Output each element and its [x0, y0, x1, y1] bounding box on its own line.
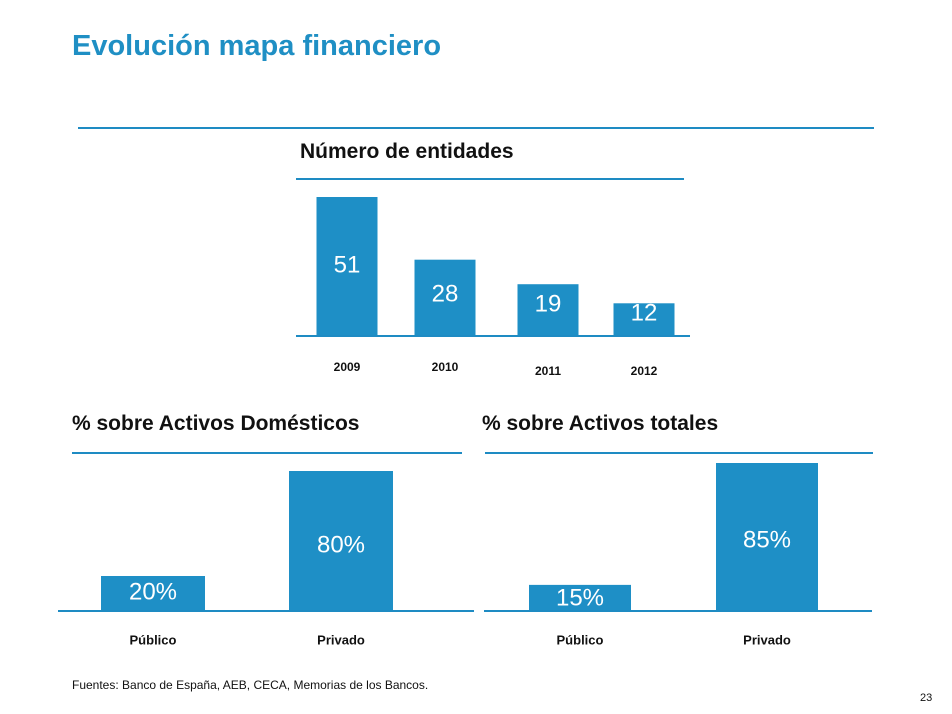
entities-category-label-0: 2009: [334, 360, 361, 374]
entities-bar-0: [316, 197, 378, 336]
total-title-underline: [485, 452, 873, 454]
domestic-title-underline: [72, 452, 462, 454]
entities-category-label-1: 2010: [432, 360, 459, 374]
total-value-label-1: 85%: [743, 526, 791, 553]
domestic-bar-0: [101, 576, 205, 611]
total-category-label-0: Público: [557, 632, 604, 647]
total-value-label-0: 15%: [556, 584, 604, 611]
entities-bar-2: [517, 284, 579, 336]
entities-category-label-3: 2012: [631, 364, 658, 378]
entities-category-label-2: 2011: [535, 364, 561, 378]
entities-bar-1: [414, 259, 476, 336]
entities-bar-3: [613, 303, 675, 336]
total-bar-1: [716, 463, 818, 611]
entities-value-label-0: 51: [334, 251, 361, 278]
page-number: 23: [920, 692, 933, 704]
domestic-value-label-1: 80%: [317, 531, 365, 558]
domestic-chart-title: % sobre Activos Domésticos: [72, 412, 360, 435]
domestic-category-label-0: Público: [130, 632, 177, 647]
source-note: Fuentes: Banco de España, AEB, CECA, Mem…: [72, 678, 429, 692]
domestic-category-label-1: Privado: [317, 632, 365, 647]
entities-value-label-2: 19: [535, 290, 562, 317]
total-chart-title: % sobre Activos totales: [482, 412, 719, 435]
page-title: Evolución mapa financiero: [72, 30, 442, 62]
domestic-value-label-0: 20%: [129, 578, 177, 605]
total-bar-0: [529, 584, 631, 611]
entities-chart-title: Número de entidades: [300, 140, 514, 163]
entities-value-label-3: 12: [631, 299, 658, 326]
domestic-bar-1: [289, 471, 393, 611]
entities-value-label-1: 28: [432, 280, 459, 307]
top-divider: [78, 127, 874, 129]
entities-title-underline: [296, 178, 684, 180]
total-category-label-1: Privado: [743, 632, 791, 647]
